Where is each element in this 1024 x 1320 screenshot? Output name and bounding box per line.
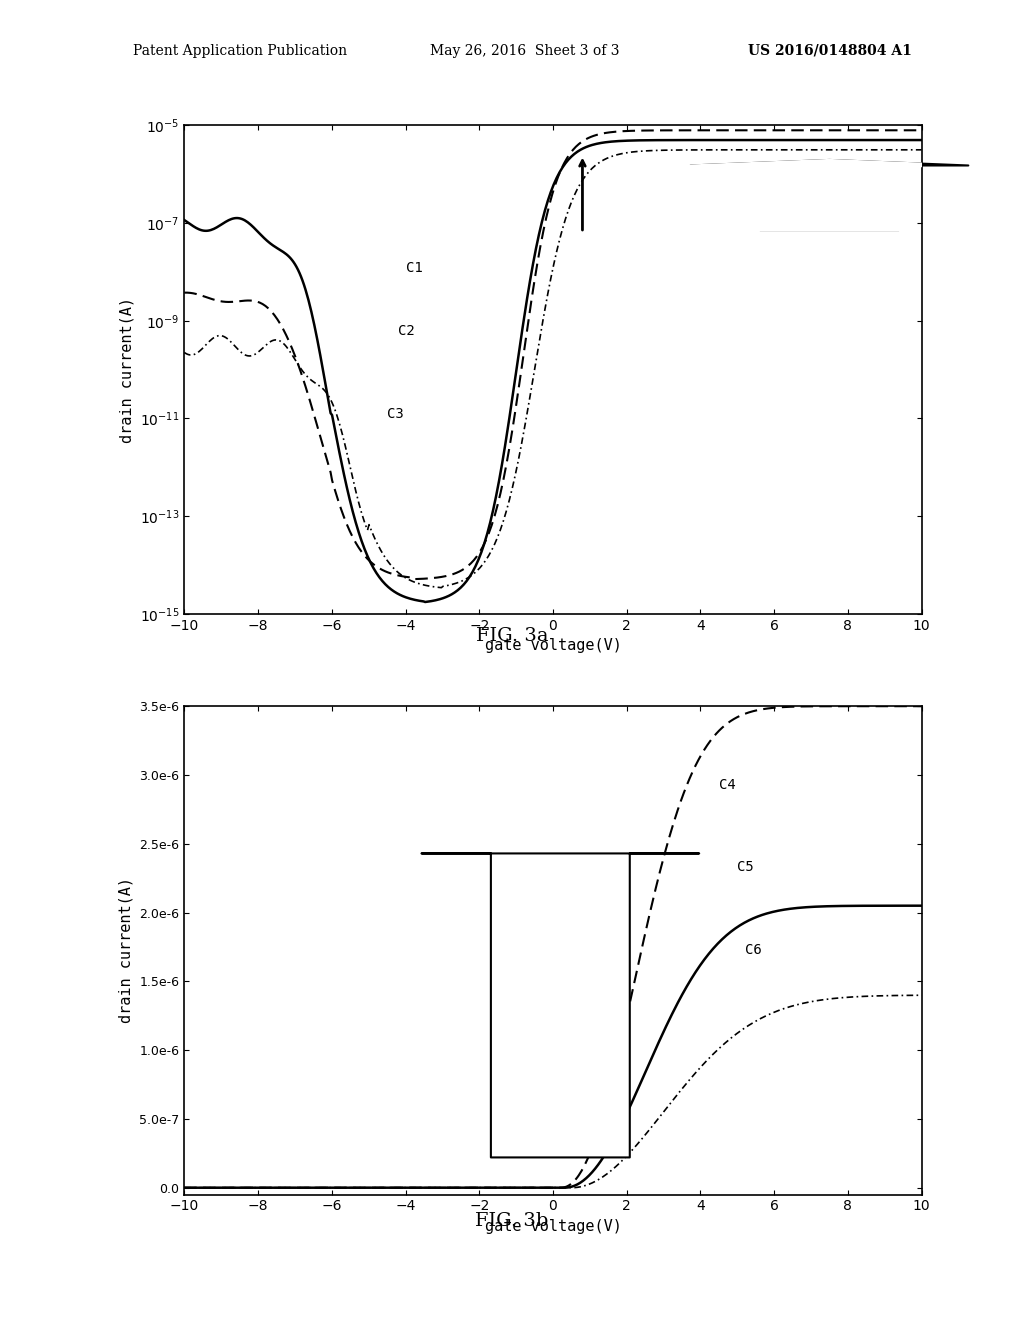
Y-axis label: drain current(A): drain current(A)	[119, 878, 134, 1023]
Text: C2: C2	[398, 325, 415, 338]
Y-axis label: drain current(A): drain current(A)	[120, 297, 134, 442]
FancyArrowPatch shape	[673, 160, 986, 230]
Text: C3: C3	[387, 408, 403, 421]
Text: C4: C4	[719, 777, 735, 792]
Text: C1: C1	[406, 261, 422, 275]
Text: FIG. 3b: FIG. 3b	[475, 1212, 549, 1230]
Text: Patent Application Publication: Patent Application Publication	[133, 44, 347, 58]
Text: May 26, 2016  Sheet 3 of 3: May 26, 2016 Sheet 3 of 3	[430, 44, 620, 58]
X-axis label: gate voltage(V): gate voltage(V)	[484, 638, 622, 653]
X-axis label: gate voltage(V): gate voltage(V)	[484, 1218, 622, 1234]
Text: US 2016/0148804 A1: US 2016/0148804 A1	[748, 44, 911, 58]
Text: C6: C6	[744, 942, 762, 957]
Text: FIG. 3a: FIG. 3a	[476, 627, 548, 645]
Text: C5: C5	[737, 861, 754, 874]
